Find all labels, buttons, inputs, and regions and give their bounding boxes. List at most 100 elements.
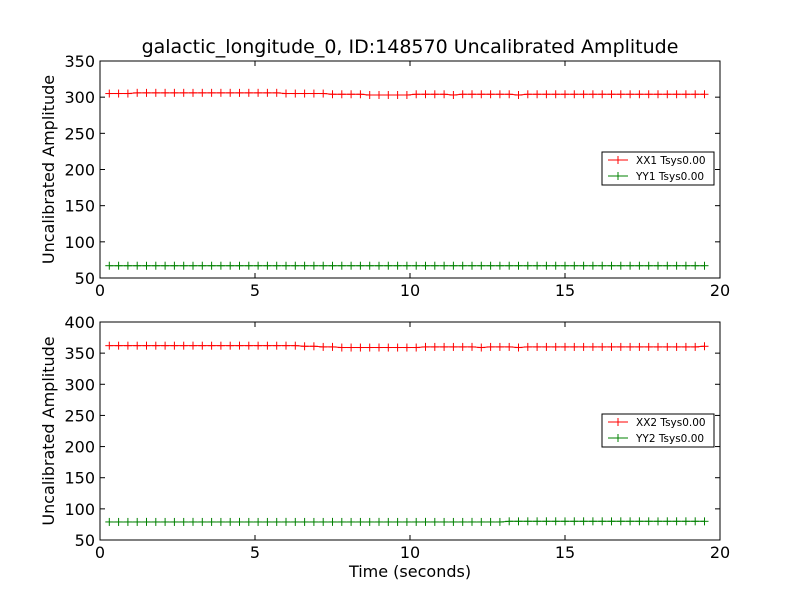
data-point (430, 342, 439, 351)
legend-box (601, 413, 715, 448)
data-point (309, 517, 318, 526)
data-point (626, 342, 635, 351)
data-point (523, 90, 532, 99)
data-point (542, 261, 551, 270)
data-point (384, 261, 393, 270)
data-point (616, 342, 625, 351)
data-point (309, 342, 318, 351)
y-axis-label: Uncalibrated Amplitude (39, 75, 58, 264)
data-point (402, 517, 411, 526)
data-point (700, 342, 709, 351)
data-point (449, 90, 458, 99)
data-point (542, 342, 551, 351)
data-point (449, 261, 458, 270)
x-tick-label: 5 (250, 281, 260, 300)
data-point (123, 89, 132, 98)
data-point (263, 517, 272, 526)
data-point (207, 261, 216, 270)
data-point (161, 517, 170, 526)
data-point (468, 90, 476, 99)
data-point (161, 261, 170, 270)
data-point (282, 89, 290, 98)
y-tick-label: 300 (64, 375, 95, 394)
data-point (523, 517, 532, 526)
data-point (375, 90, 383, 99)
data-point (402, 343, 411, 352)
data-point (533, 342, 542, 351)
data-point (542, 90, 551, 99)
y-tick-label: 200 (64, 438, 95, 457)
legend: XX1 Tsys0.00 YY1 Tsys0.00 (601, 151, 715, 186)
data-point (114, 261, 123, 270)
data-point (347, 261, 356, 270)
data-point (300, 342, 309, 351)
data-point (319, 342, 328, 351)
data-point (291, 261, 300, 270)
data-point (105, 261, 114, 270)
data-point (189, 517, 197, 526)
data-point (477, 90, 486, 99)
data-point (486, 261, 495, 270)
data-point (365, 261, 374, 270)
data-point (477, 261, 486, 270)
data-point (700, 261, 709, 270)
data-point (375, 517, 383, 526)
data-point (561, 342, 569, 351)
data-point (514, 517, 523, 526)
data-point (598, 90, 607, 99)
data-point (626, 517, 635, 526)
data-point (477, 517, 486, 526)
data-point (235, 517, 244, 526)
y-tick-label: 250 (64, 124, 95, 143)
data-point (542, 517, 551, 526)
data-point (644, 90, 653, 99)
data-point (672, 517, 681, 526)
data-point (170, 261, 179, 270)
data-point (133, 261, 142, 270)
y-tick-label: 100 (64, 233, 95, 252)
data-point (421, 90, 430, 99)
data-point (356, 517, 365, 526)
data-point (235, 341, 244, 350)
data-point (216, 517, 225, 526)
data-point (570, 261, 579, 270)
data-point (486, 517, 495, 526)
data-point (700, 517, 709, 526)
data-point (226, 517, 235, 526)
data-point (598, 342, 607, 351)
data-point (328, 90, 337, 99)
data-point (133, 341, 142, 350)
data-point (458, 342, 467, 351)
data-point (654, 90, 662, 99)
data-point (514, 90, 523, 99)
chart-title: galactic_longitude_0, ID:148570 Uncalibr… (142, 36, 679, 58)
data-point (254, 88, 263, 97)
data-point (123, 261, 132, 270)
data-point (412, 261, 421, 270)
data-point (207, 341, 216, 350)
data-point (570, 517, 579, 526)
data-point (486, 90, 495, 99)
data-point (319, 261, 328, 270)
data-point (356, 90, 365, 99)
data-point (189, 261, 197, 270)
data-point (347, 343, 356, 352)
data-point (440, 517, 449, 526)
data-point (598, 517, 607, 526)
data-point (514, 343, 523, 352)
data-point (216, 341, 225, 350)
data-point (198, 261, 207, 270)
data-point (142, 517, 151, 526)
data-point (495, 517, 504, 526)
data-point (570, 342, 579, 351)
legend-entry: YY2 Tsys0.00 (608, 433, 704, 445)
data-point (588, 261, 597, 270)
data-point (235, 261, 244, 270)
legend: XX2 Tsys0.00 YY2 Tsys0.00 (601, 413, 715, 448)
data-point (430, 261, 439, 270)
data-point (282, 517, 290, 526)
data-point (142, 88, 151, 97)
data-point (607, 342, 616, 351)
data-point (505, 342, 514, 351)
